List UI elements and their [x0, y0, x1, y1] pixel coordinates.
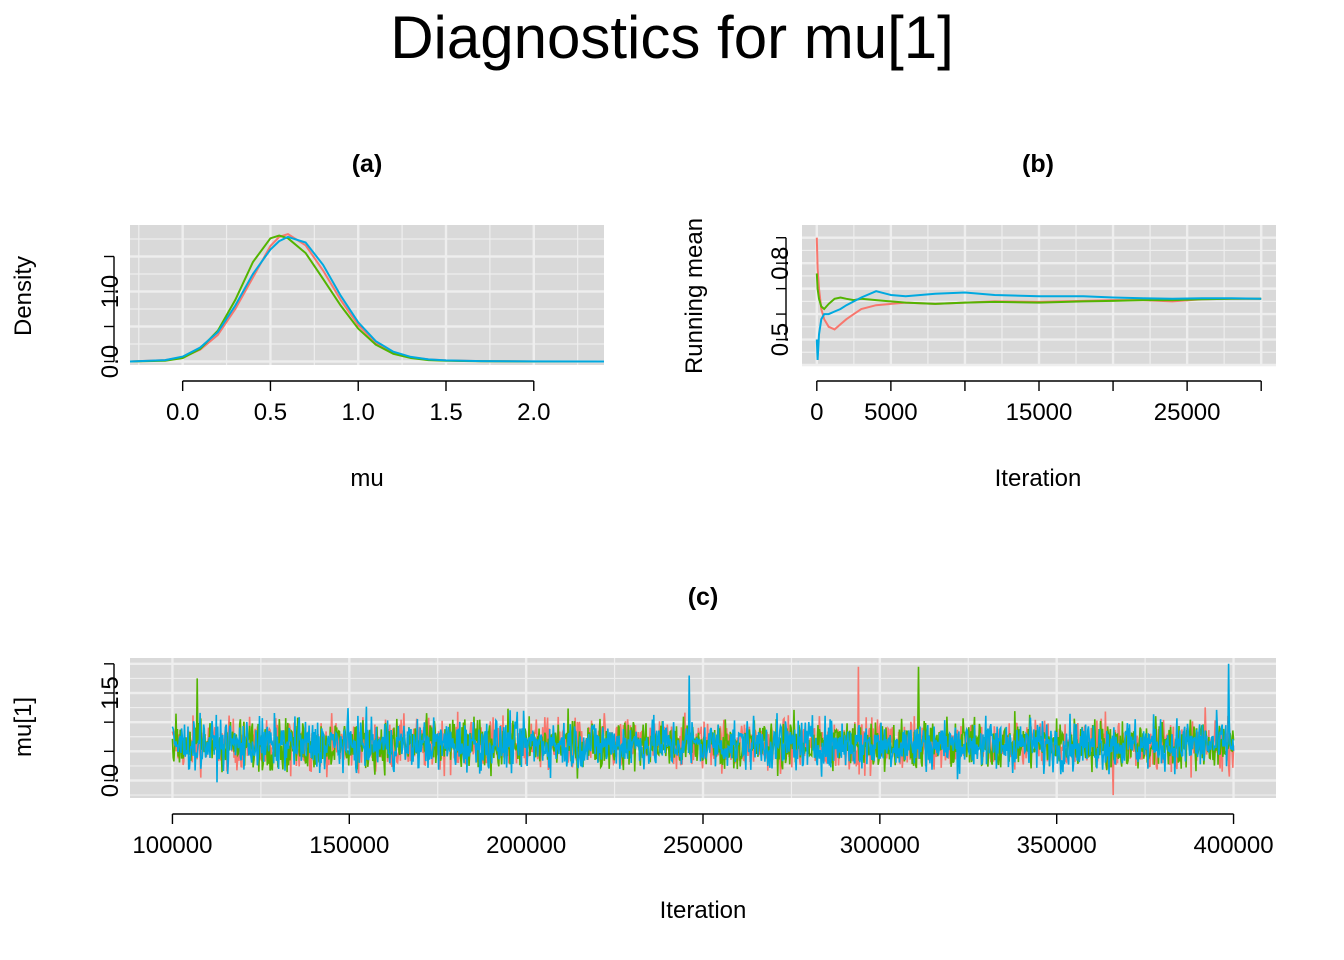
panel-a-xlabel: mu: [350, 465, 383, 492]
figure-title: Diagnostics for mu[1]: [390, 4, 954, 71]
x-tick-label: 350000: [1017, 832, 1097, 859]
x-tick-label: 0.0: [166, 399, 199, 426]
panel-b-title: (b): [1022, 150, 1054, 178]
x-tick-label: 300000: [840, 832, 920, 859]
y-tick-label: 1.5: [97, 676, 124, 709]
y-tick-label: 1.0: [97, 275, 124, 308]
panel-a-plot-area: 0.0 0.5 1.0 1.5 2.0 0.0 1.0: [97, 225, 605, 426]
y-tick-label: 0.8: [767, 246, 794, 279]
panel-a-density: (a) mu Density 0.0 0.5 1.0 1.5 2.0 0.0 1.0: [10, 150, 605, 492]
panel-c-ylabel: mu[1]: [10, 697, 37, 757]
x-tick-label: 2.0: [517, 399, 550, 426]
panel-a-title: (a): [352, 150, 383, 178]
x-tick-label: 100000: [132, 832, 212, 859]
y-tick-label: 0.5: [767, 323, 794, 356]
x-tick-label: 400000: [1194, 832, 1274, 859]
y-tick-label: 0.0: [97, 345, 124, 378]
x-tick-label: 1.0: [342, 399, 375, 426]
series-line-chain-3: [129, 235, 605, 363]
panel-b-plot-area: 0 5000 15000 25000 0.5 0.8: [767, 225, 1276, 426]
x-tick-label: 5000: [864, 399, 917, 426]
panel-b-running-mean: (b) Iteration Running mean 0 5000 15000 250…: [681, 150, 1276, 492]
series-line-chain-2: [815, 273, 1262, 311]
y-tick-label: 0.0: [97, 764, 124, 797]
panel-c-plot-area: 100000 150000 200000 250000 300000 350000 4000…: [97, 658, 1276, 859]
x-tick-label: 150000: [309, 832, 389, 859]
panel-c-title: (c): [688, 583, 719, 611]
panel-c-trace: (c) Iteration mu[1] 100000 150000 200000 25…: [10, 583, 1276, 924]
panel-c-xlabel: Iteration: [660, 897, 747, 924]
x-tick-label: 1.5: [429, 399, 462, 426]
panel-a-ylabel: Density: [10, 256, 37, 336]
x-tick-label: 200000: [486, 832, 566, 859]
x-tick-label: 15000: [1006, 399, 1073, 426]
x-tick-label: 0.5: [254, 399, 287, 426]
trace-line-chain-3: [171, 663, 1235, 783]
panel-b-xlabel: Iteration: [995, 465, 1082, 492]
x-tick-label: 250000: [663, 832, 743, 859]
panel-b-ylabel: Running mean: [681, 218, 708, 374]
x-tick-label: 0: [810, 399, 823, 426]
x-tick-label: 25000: [1154, 399, 1221, 426]
series-line-chain-3: [815, 290, 1262, 360]
